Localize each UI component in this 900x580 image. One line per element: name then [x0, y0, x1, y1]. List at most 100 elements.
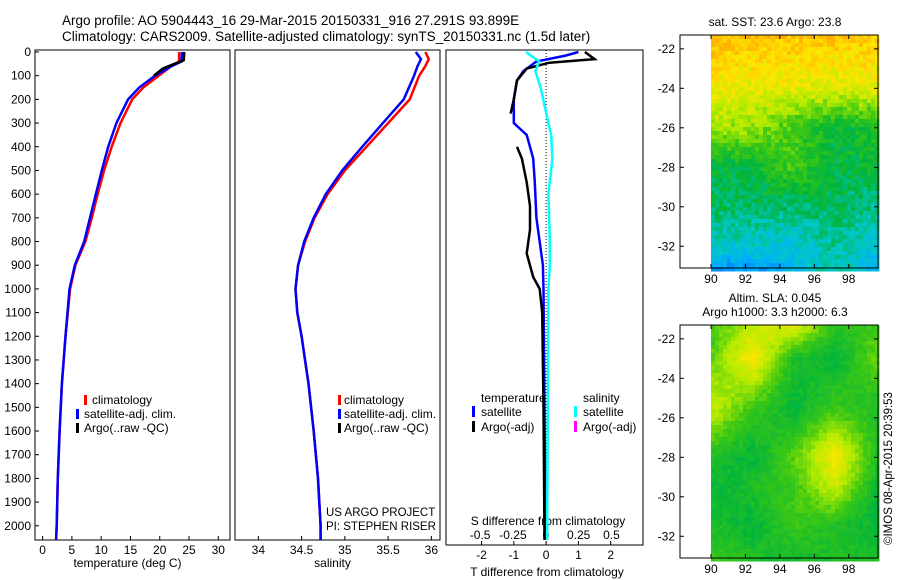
- map-cell: [815, 529, 820, 534]
- map-cell: [787, 107, 792, 112]
- map-cell: [815, 513, 820, 518]
- map-cell: [767, 207, 772, 212]
- map-cell: [751, 267, 756, 272]
- map-cell: [851, 497, 856, 502]
- map-cell: [775, 517, 780, 522]
- map-cell: [739, 545, 744, 550]
- map-cell: [727, 453, 732, 458]
- map-cell: [783, 329, 788, 334]
- map-cell: [775, 239, 780, 244]
- map-cell: [843, 267, 848, 272]
- map-cell: [819, 91, 824, 96]
- map-cell: [851, 155, 856, 160]
- map-cell: [863, 75, 868, 80]
- map-cell: [847, 513, 852, 518]
- map-cell: [747, 131, 752, 136]
- map-cell: [791, 203, 796, 208]
- map-cell: [775, 465, 780, 470]
- map-cell: [859, 369, 864, 374]
- map-cell: [831, 465, 836, 470]
- map-cell: [823, 143, 828, 148]
- map-cell: [823, 91, 828, 96]
- map-cell: [751, 139, 756, 144]
- map-cell: [839, 175, 844, 180]
- map-cell: [795, 445, 800, 450]
- map-cell: [719, 183, 724, 188]
- map-cell: [859, 255, 864, 260]
- map-cell: [723, 513, 728, 518]
- map-cell: [847, 243, 852, 248]
- map-cell: [787, 127, 792, 132]
- map-cell: [735, 223, 740, 228]
- map-cell: [819, 179, 824, 184]
- map-cell: [719, 123, 724, 128]
- map-cell: [711, 139, 716, 144]
- map-cell: [723, 365, 728, 370]
- map-cell: [839, 329, 844, 334]
- map-cell: [731, 227, 736, 232]
- map-cell: [855, 255, 860, 260]
- map-cell: [751, 235, 756, 240]
- map-cell: [811, 405, 816, 410]
- map-cell: [735, 219, 740, 224]
- map-cell: [819, 417, 824, 422]
- map-cell: [807, 103, 812, 108]
- map-cell: [819, 87, 824, 92]
- map-cell: [835, 107, 840, 112]
- map-cell: [743, 369, 748, 374]
- map-cell: [855, 365, 860, 370]
- map-cell: [787, 361, 792, 366]
- map-cell: [875, 79, 880, 84]
- map-cell: [807, 179, 812, 184]
- map-cell: [831, 345, 836, 350]
- map-cell: [847, 191, 852, 196]
- map-cell: [803, 433, 808, 438]
- map-cell: [723, 135, 728, 140]
- map-cell: [867, 397, 872, 402]
- map-cell: [767, 219, 772, 224]
- map-cell: [731, 123, 736, 128]
- map-cell: [807, 345, 812, 350]
- map-cell: [715, 47, 720, 52]
- map-cell: [863, 385, 868, 390]
- map-cell: [779, 167, 784, 172]
- map-cell: [771, 473, 776, 478]
- map-cell: [747, 203, 752, 208]
- map-cell: [855, 521, 860, 526]
- map-cell: [791, 373, 796, 378]
- map-cell: [731, 179, 736, 184]
- map-cell: [731, 409, 736, 414]
- map-cell: [715, 413, 720, 418]
- map-cell: [747, 325, 752, 330]
- map-cell: [843, 493, 848, 498]
- map-cell: [807, 207, 812, 212]
- map-cell: [767, 361, 772, 366]
- map-cell: [835, 219, 840, 224]
- map-cell: [843, 95, 848, 100]
- map-cell: [783, 87, 788, 92]
- map-cell: [731, 425, 736, 430]
- map-cell: [823, 199, 828, 204]
- map-cell: [807, 337, 812, 342]
- map-cell: [735, 35, 740, 40]
- map-cell: [775, 425, 780, 430]
- map-cell: [827, 365, 832, 370]
- map-cell: [807, 477, 812, 482]
- map-cell: [755, 445, 760, 450]
- map-cell: [735, 187, 740, 192]
- map-cell: [719, 239, 724, 244]
- map-cell: [715, 167, 720, 172]
- map-cell: [863, 377, 868, 382]
- map-cell: [767, 139, 772, 144]
- map-cell: [787, 421, 792, 426]
- map-cell: [759, 127, 764, 132]
- map-cell: [843, 489, 848, 494]
- map-cell: [851, 119, 856, 124]
- map-cell: [799, 67, 804, 72]
- map-cell: [867, 537, 872, 542]
- map-cell: [771, 541, 776, 546]
- map-cell: [835, 39, 840, 44]
- map-cell: [847, 401, 852, 406]
- map-cell: [739, 549, 744, 554]
- map-cell: [715, 497, 720, 502]
